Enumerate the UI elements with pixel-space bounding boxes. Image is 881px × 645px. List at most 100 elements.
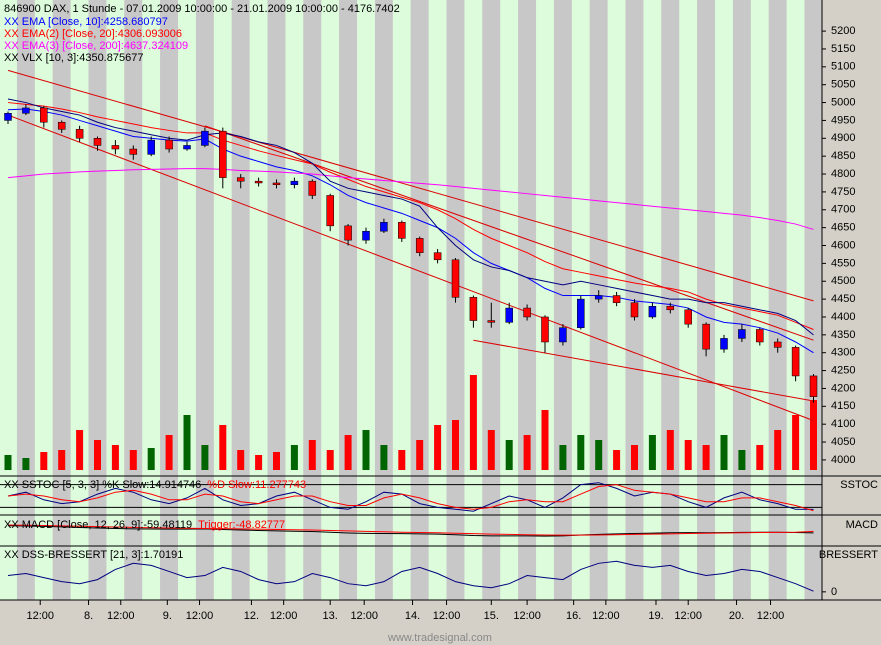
y-tick-label: 4900 bbox=[831, 132, 855, 144]
x-tick-label: 15. bbox=[484, 610, 499, 622]
volume-bar bbox=[434, 425, 442, 470]
trendline bbox=[473, 339, 814, 402]
candle-body bbox=[254, 180, 263, 184]
x-tick-label: 8. bbox=[84, 610, 93, 622]
candle-body bbox=[308, 180, 317, 196]
indicator-line bbox=[7, 108, 814, 354]
stripe bbox=[786, 0, 805, 600]
x-tick-label: 12:00 bbox=[592, 610, 620, 622]
trendline bbox=[7, 69, 814, 302]
candle-body bbox=[523, 307, 531, 318]
x-tick-label: 12:00 bbox=[350, 610, 378, 622]
stripe bbox=[750, 0, 769, 600]
volume-bar bbox=[76, 430, 84, 470]
candle-body bbox=[594, 295, 603, 300]
stripe bbox=[536, 0, 554, 600]
legend-entry: XX EMA(3) [Close, 200]:4637.324109 bbox=[4, 40, 188, 52]
legend-entry: %D Slow:11.277743 bbox=[207, 479, 306, 491]
volume-bar bbox=[94, 440, 101, 470]
volume-bar bbox=[595, 440, 603, 470]
candle-body bbox=[398, 222, 406, 239]
y-tick-label: 4250 bbox=[831, 364, 855, 376]
candle-body bbox=[720, 338, 728, 350]
stripe bbox=[374, 0, 393, 600]
candle-body bbox=[326, 195, 334, 227]
volume-bar bbox=[469, 375, 477, 470]
y-tick-label: 5050 bbox=[831, 79, 855, 91]
stripe bbox=[679, 0, 698, 600]
volume-bar bbox=[273, 452, 280, 470]
candle-body bbox=[433, 252, 442, 261]
y-tick-label: 5000 bbox=[831, 96, 855, 108]
volume-bar bbox=[452, 420, 459, 470]
volume-bar bbox=[165, 435, 173, 470]
x-tick-label: 13. bbox=[323, 610, 338, 622]
volume-bar bbox=[792, 415, 800, 470]
volume-bar bbox=[308, 440, 316, 470]
volume-bar bbox=[40, 452, 48, 470]
candle-body bbox=[129, 148, 138, 155]
candle-body bbox=[362, 230, 370, 241]
stripe bbox=[500, 0, 519, 600]
y-tick-label: 4650 bbox=[831, 222, 855, 234]
stripe bbox=[392, 0, 411, 600]
x-tick-label: 12:00 bbox=[270, 610, 298, 622]
volume-bar bbox=[201, 445, 209, 470]
stripe bbox=[106, 0, 125, 600]
legend-entry: Trigger:-48.82777 bbox=[198, 519, 285, 531]
volume-bar bbox=[255, 455, 263, 470]
x-tick-label: 16. bbox=[566, 610, 581, 622]
candle-body bbox=[469, 297, 478, 321]
stripe bbox=[70, 0, 89, 600]
stripe bbox=[267, 0, 286, 600]
x-tick-label: 12:00 bbox=[107, 610, 135, 622]
stripe bbox=[88, 0, 107, 600]
y-tick-label: 4500 bbox=[831, 275, 855, 287]
y-tick-label: 4350 bbox=[831, 329, 855, 341]
x-tick-label: 12:00 bbox=[186, 610, 214, 622]
volume-bar bbox=[702, 445, 710, 470]
stripe bbox=[34, 0, 53, 600]
legend-entry: XX EMA [Close, 10]:4258.680797 bbox=[4, 16, 168, 28]
stripe bbox=[285, 0, 304, 600]
legend-entry: XX VLX [10, 3]:4350.875677 bbox=[4, 52, 143, 64]
candle-body bbox=[702, 323, 710, 350]
panel-title: BRESSERT bbox=[819, 549, 878, 561]
candle-body bbox=[791, 347, 800, 377]
volume-bar bbox=[326, 450, 334, 470]
indicator-line bbox=[7, 168, 814, 230]
candle-body bbox=[40, 107, 48, 123]
volume-bar bbox=[648, 435, 656, 470]
x-tick-label: 20. bbox=[729, 610, 744, 622]
stripe bbox=[339, 0, 358, 600]
x-tick-label: 12:00 bbox=[513, 610, 541, 622]
volume-bar bbox=[183, 415, 191, 470]
indicator-line bbox=[7, 102, 814, 330]
indicator-line bbox=[7, 524, 814, 536]
y-tick-label: 4300 bbox=[831, 347, 855, 359]
candle-body bbox=[344, 225, 352, 241]
candle-body bbox=[541, 316, 549, 343]
candle-body bbox=[505, 307, 513, 323]
candle-body bbox=[684, 309, 692, 325]
y-tick-label: 4700 bbox=[831, 204, 855, 216]
x-tick-label: 12:00 bbox=[26, 610, 54, 622]
candle-body bbox=[272, 182, 281, 186]
stripe bbox=[410, 0, 429, 600]
y-tick-label: 4550 bbox=[831, 257, 855, 269]
panel-title: SSTOC bbox=[840, 479, 878, 491]
y-tick-label: 4600 bbox=[831, 239, 855, 251]
x-tick-label: 9. bbox=[163, 610, 172, 622]
bottom-axis-bg bbox=[0, 600, 822, 645]
volume-bar bbox=[4, 455, 12, 470]
legend-entry: XX DSS-BRESSERT [21, 3]:1.70191 bbox=[4, 549, 183, 561]
y-tick-label: 4200 bbox=[831, 382, 855, 394]
candle-body bbox=[236, 177, 245, 182]
stripe bbox=[357, 0, 375, 600]
right-axis-bg bbox=[822, 0, 881, 645]
candle-body bbox=[809, 375, 818, 397]
stripe bbox=[52, 0, 71, 600]
stripe bbox=[142, 0, 161, 600]
